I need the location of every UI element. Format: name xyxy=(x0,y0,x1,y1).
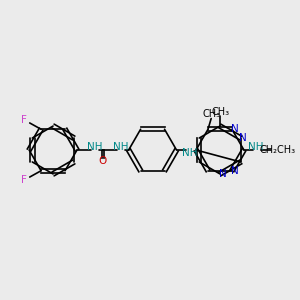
Text: NH: NH xyxy=(113,142,128,152)
Text: NH: NH xyxy=(248,142,264,152)
Text: CH₃: CH₃ xyxy=(203,109,221,118)
Text: O: O xyxy=(99,156,107,166)
Text: CH₃: CH₃ xyxy=(212,107,230,117)
Text: N: N xyxy=(239,133,247,143)
Text: N: N xyxy=(231,124,238,134)
Text: N: N xyxy=(219,169,226,179)
Text: F: F xyxy=(21,175,27,184)
Text: NH: NH xyxy=(182,148,197,158)
Text: F: F xyxy=(21,116,27,125)
Text: NH: NH xyxy=(87,142,103,152)
Text: CH₂CH₃: CH₂CH₃ xyxy=(260,145,296,155)
Text: N: N xyxy=(231,167,238,176)
